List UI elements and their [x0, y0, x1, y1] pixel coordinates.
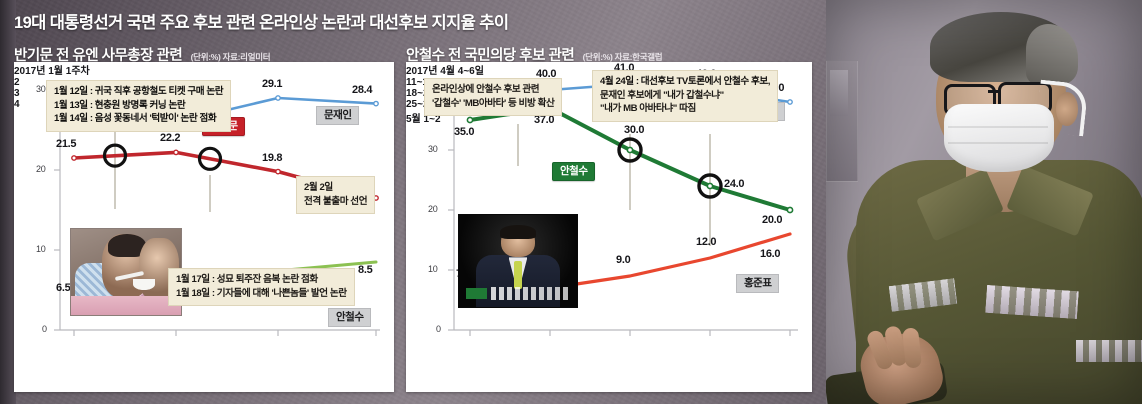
- left-x-tick-3: 4: [14, 99, 20, 110]
- left-ahn-value-3: 8.5: [358, 264, 373, 276]
- photo-blur-patch-3: [1076, 340, 1142, 362]
- right-ahn-value-0: 35.0: [454, 126, 475, 138]
- left-y-tick-30: 30: [36, 84, 46, 94]
- photo-caption-tag: [466, 287, 487, 299]
- callout-left-right-line1: 2월 2일: [304, 182, 333, 193]
- right-x-tick-0: 2017년 4월 4~6일: [406, 66, 484, 77]
- right-ahn-value-3: 24.0: [724, 178, 745, 190]
- photo-caption-text: [490, 287, 568, 300]
- right-hong-value-2: 9.0: [616, 254, 631, 266]
- photo-defendant-in-court: [826, 0, 1142, 404]
- right-x-tick-1: 11~13: [406, 77, 434, 88]
- right-x-tick-3: 25~27: [406, 99, 435, 110]
- left-y-tick-20: 20: [36, 164, 46, 174]
- callout-right-top1: 온라인상에 안철수 후보 관련 '갑철수' 'MB아바타' 등 비방 확산: [424, 78, 563, 117]
- left-x-tick-1: 2: [14, 77, 20, 88]
- left-x-tick-2: 3: [14, 88, 20, 99]
- right-panel-header: 안철수 전 국민의당 후보 관련 (단위:%) 자료:한국갤럽: [406, 44, 663, 65]
- photo-ahn-tv-debate: [458, 214, 578, 308]
- right-panel-title: 안철수 전 국민의당 후보 관련: [406, 48, 575, 64]
- right-y-tick-10: 10: [428, 264, 438, 274]
- badge-ahn-right: 안철수: [552, 162, 596, 182]
- callout-right-top2: 4월 24일 : 대선후보 TV토론에서 안철수 후보, 문재인 후보에게 "내…: [592, 70, 778, 122]
- left-ban-value-0: 21.5: [56, 138, 77, 150]
- badge-ahn-left: 안철수: [328, 308, 372, 328]
- callout-right-top1-line2: '갑철수' 'MB아바타' 등 비방 확산: [432, 97, 555, 109]
- left-ban-value-2: 19.8: [262, 152, 283, 164]
- page-title: 19대 대통령선거 국면 주요 후보 관련 온라인상 논란과 대선후보 지지율 …: [14, 14, 509, 32]
- left-ahn-value-0: 6.5: [56, 282, 71, 294]
- badge-hong-right: 홍준표: [736, 274, 780, 294]
- left-panel-title: 반기문 전 유엔 사무총장 관련: [14, 48, 183, 64]
- right-moon-value-1: 40.0: [536, 68, 557, 80]
- left-moon-value-2: 29.1: [262, 78, 283, 90]
- right-y-tick-0: 0: [436, 324, 441, 334]
- callout-left-right: 2월 2일 전격 불출마 선언: [296, 176, 376, 215]
- right-panel-source: (단위:%) 자료:한국갤럽: [582, 52, 663, 62]
- left-panel-source: (단위:%) 자료:리얼미터: [190, 52, 271, 62]
- right-ahn-value-2: 30.0: [624, 124, 645, 136]
- callout-left-top-line3: 1월 14일 : 음성 꽃동네서 '턱받이' 논란 점화: [54, 113, 217, 125]
- right-ahn-value-1: 37.0: [534, 114, 555, 126]
- left-y-tick-0: 0: [42, 324, 47, 334]
- callout-right-top2-line1: 4월 24일 : 대선후보 TV토론에서 안철수 후보,: [600, 76, 770, 87]
- right-y-tick-30: 30: [428, 144, 438, 154]
- callout-left-top-line1: 1월 12일 : 귀국 직후 공항철도 티켓 구매 논란: [54, 86, 224, 97]
- callout-left-mid: 1월 17일 : 성묘 퇴주잔 음복 논란 점화 1월 18일 : 기자들에 대…: [168, 268, 355, 307]
- badge-moon-left: 문재인: [316, 106, 360, 126]
- callout-right-top2-line2: 문재인 후보에게 "내가 갑철수냐": [600, 89, 724, 101]
- left-x-tick-0: 2017년 1월 1주차: [14, 66, 90, 77]
- right-hong-value-3: 12.0: [696, 236, 717, 248]
- right-y-tick-20: 20: [428, 204, 438, 214]
- callout-right-top2-line3: "내가 MB 아바타냐" 따짐: [600, 103, 696, 115]
- right-x-tick-4: 5월 1~2: [406, 114, 441, 125]
- callout-left-mid-line1: 1월 17일 : 성묘 퇴주잔 음복 논란 점화: [176, 274, 318, 285]
- right-x-tick-2: 18~20: [406, 88, 435, 99]
- callout-left-top: 1월 12일 : 귀국 직후 공항철도 티켓 구매 논란 1월 13일 : 현충…: [46, 80, 232, 132]
- callout-left-mid-line2: 1월 18일 : 기자들에 대해 '나쁜놈들' 발언 논란: [176, 287, 347, 299]
- left-moon-value-3: 28.4: [352, 84, 373, 96]
- callout-right-top1-line1: 온라인상에 안철수 후보 관련: [432, 84, 540, 95]
- callout-left-top-line2: 1월 13일 : 현충원 방명록 커닝 논란: [54, 99, 186, 111]
- left-panel-header: 반기문 전 유엔 사무총장 관련 (단위:%) 자료:리얼미터: [14, 44, 271, 65]
- right-ahn-value-4: 20.0: [762, 214, 783, 226]
- callout-left-right-line2: 전격 불출마 선언: [304, 195, 368, 207]
- right-hong-value-4: 16.0: [760, 248, 781, 260]
- left-edge-shadow: [0, 0, 16, 404]
- photo-ban-elderly-care: [70, 228, 182, 316]
- left-y-tick-10: 10: [36, 244, 46, 254]
- left-ban-value-1: 22.2: [160, 132, 181, 144]
